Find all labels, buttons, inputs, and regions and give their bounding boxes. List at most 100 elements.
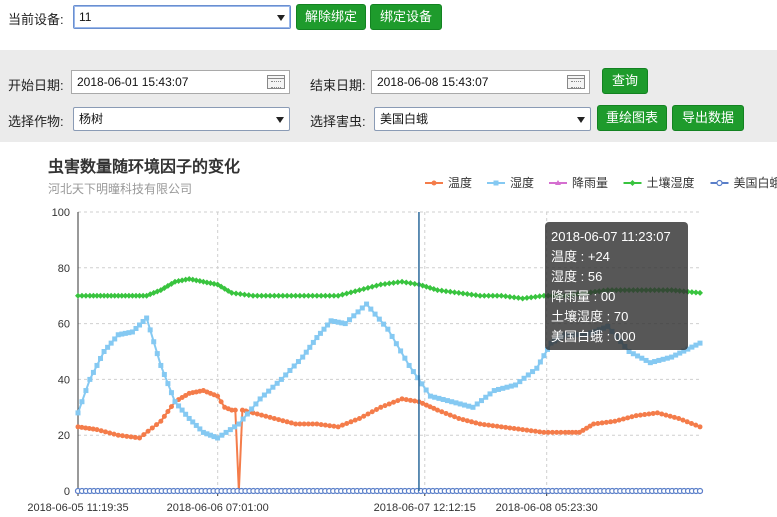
data-point xyxy=(626,349,632,354)
data-point xyxy=(369,409,375,415)
data-point xyxy=(680,417,686,423)
data-point xyxy=(250,410,256,416)
data-point xyxy=(457,401,463,407)
data-point xyxy=(693,422,699,428)
data-point xyxy=(293,421,299,427)
data-point xyxy=(104,292,111,299)
data-point xyxy=(352,288,359,295)
data-point xyxy=(474,401,480,407)
data-point xyxy=(179,407,185,413)
data-point xyxy=(356,415,362,421)
data-point xyxy=(133,325,139,331)
bind-device-button[interactable]: 绑定设备 xyxy=(370,4,442,30)
data-point xyxy=(427,393,433,399)
pest-select[interactable]: 美国白蛾 xyxy=(374,107,591,131)
data-point xyxy=(118,292,125,299)
legend-label: 降雨量 xyxy=(572,176,608,190)
data-point xyxy=(352,417,358,423)
data-point xyxy=(321,326,327,332)
data-point xyxy=(647,360,653,366)
y-axis: 0 20 40 60 80 100 xyxy=(52,207,79,498)
data-point xyxy=(377,281,384,288)
data-point xyxy=(266,388,272,394)
data-point xyxy=(120,433,126,439)
legend-item-美国白蛾[interactable]: 美国白蛾 xyxy=(710,175,777,190)
redraw-chart-button[interactable]: 重绘图表 xyxy=(597,105,667,131)
data-point xyxy=(443,410,449,416)
export-data-button[interactable]: 导出数据 xyxy=(672,105,744,131)
data-point xyxy=(399,278,406,285)
data-point xyxy=(534,365,540,371)
data-point xyxy=(599,420,605,426)
calendar-icon[interactable] xyxy=(267,75,285,89)
data-point xyxy=(532,293,539,300)
data-point xyxy=(660,356,666,362)
crop-select[interactable]: 杨树 xyxy=(73,107,290,131)
data-point xyxy=(107,430,113,436)
data-point xyxy=(301,292,308,299)
data-point xyxy=(347,317,353,323)
end-date-input[interactable]: 2018-06-08 15:43:07 xyxy=(371,70,590,94)
unbind-button[interactable]: 解除绑定 xyxy=(296,4,366,30)
legend-item-降雨量[interactable]: 降雨量 xyxy=(549,176,608,190)
calendar-icon[interactable] xyxy=(567,75,585,89)
tooltip-row: 降雨量 : 00 xyxy=(551,289,616,304)
data-point xyxy=(494,423,500,429)
data-point xyxy=(339,320,345,326)
data-point xyxy=(676,415,682,421)
data-point xyxy=(603,419,609,425)
data-point xyxy=(376,316,382,322)
data-point xyxy=(431,180,437,186)
chart-subtitle: 河北天下明曈科技有限公司 xyxy=(48,182,192,196)
data-point xyxy=(487,391,493,397)
data-point xyxy=(296,292,303,299)
data-point xyxy=(249,406,255,412)
data-point xyxy=(317,330,323,336)
data-point xyxy=(75,424,81,430)
device-select[interactable]: 11 xyxy=(73,5,291,29)
x-tick-label: 2018-06-06 07:01:00 xyxy=(167,502,269,514)
data-point xyxy=(305,421,311,427)
data-point xyxy=(469,419,475,425)
data-point xyxy=(309,292,316,299)
x-tick-label: 2018-06-07 12:12:15 xyxy=(374,502,476,514)
data-point xyxy=(240,416,246,422)
data-point xyxy=(447,288,454,295)
data-point xyxy=(307,344,313,350)
data-point xyxy=(245,292,252,299)
legend-item-土壤湿度[interactable]: 土壤湿度 xyxy=(623,175,695,190)
data-point xyxy=(327,423,333,429)
data-point xyxy=(558,429,564,435)
data-point xyxy=(434,287,441,294)
data-point xyxy=(411,280,418,287)
data-point xyxy=(684,419,690,425)
data-point xyxy=(407,397,413,403)
legend-item-温度[interactable]: 温度 xyxy=(425,175,472,190)
data-point xyxy=(398,348,404,354)
data-point xyxy=(179,277,186,284)
data-point xyxy=(190,419,196,425)
crop-label: 选择作物: xyxy=(8,114,64,129)
data-point xyxy=(86,292,93,299)
data-point xyxy=(79,399,85,405)
data-point xyxy=(673,352,679,358)
data-point xyxy=(629,180,636,186)
data-point xyxy=(112,336,118,342)
data-point xyxy=(244,411,250,417)
data-point xyxy=(435,407,441,413)
data-point xyxy=(168,390,174,396)
data-point xyxy=(536,293,543,300)
data-point xyxy=(477,292,484,299)
data-point xyxy=(292,292,299,299)
tooltip-row: 湿度 : 56 xyxy=(551,269,603,284)
data-point xyxy=(115,292,122,299)
data-point xyxy=(228,289,235,296)
legend-item-湿度[interactable]: 湿度 xyxy=(487,175,534,190)
data-point xyxy=(87,376,93,382)
data-point xyxy=(105,344,111,350)
chart-legend[interactable]: 温度 湿度 降雨量 土壤湿度 美国白蛾 xyxy=(425,175,777,190)
query-button[interactable]: 查询 xyxy=(602,68,648,94)
start-date-input[interactable]: 2018-06-01 15:43:07 xyxy=(71,70,290,94)
data-point xyxy=(305,292,312,299)
data-point xyxy=(399,396,405,402)
